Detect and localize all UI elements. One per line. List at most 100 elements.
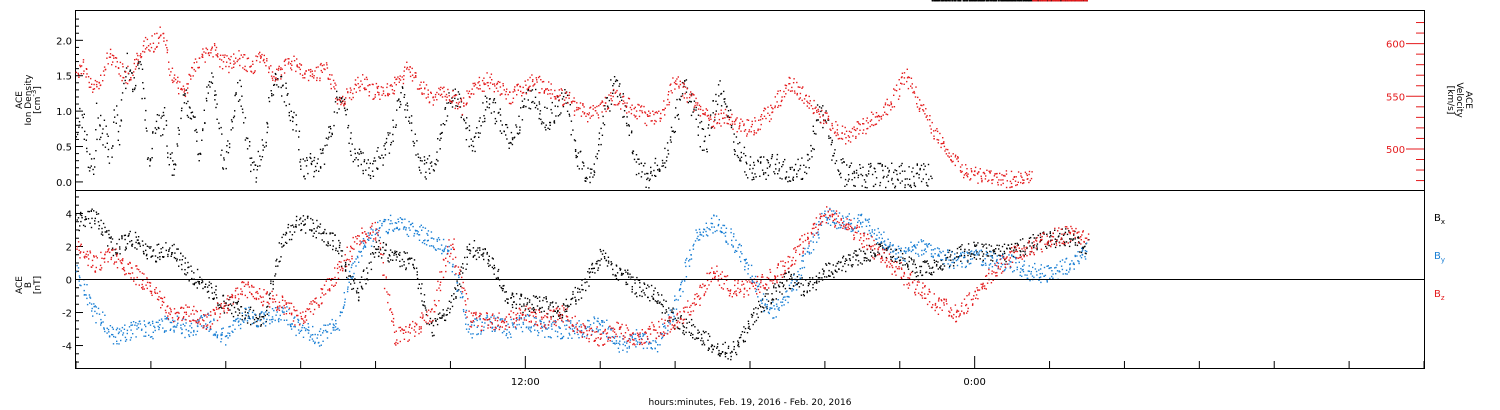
data-point (612, 89, 615, 92)
data-point (747, 320, 750, 322)
data-point (668, 307, 670, 309)
data-point (681, 93, 684, 95)
data-point (621, 99, 623, 101)
data-point (327, 78, 330, 80)
data-point (595, 155, 597, 158)
data-point (557, 309, 559, 312)
data-point (90, 77, 92, 80)
data-point (295, 226, 297, 228)
data-point (446, 309, 448, 312)
data-point (737, 341, 740, 344)
data-point (443, 86, 445, 88)
data-point (1066, 0, 1068, 2)
data-point (217, 304, 219, 307)
data-point (261, 316, 263, 318)
data-point (1005, 260, 1007, 263)
data-point (94, 305, 96, 307)
data-point (928, 178, 930, 181)
data-point (247, 312, 249, 314)
data-point (340, 250, 342, 252)
data-point (634, 106, 636, 109)
data-point (707, 333, 710, 335)
data-point (377, 246, 380, 248)
data-point (771, 111, 774, 113)
data-point (857, 260, 860, 262)
data-point (740, 156, 743, 158)
data-point (718, 352, 720, 354)
data-point (425, 97, 427, 99)
data-point (316, 337, 318, 339)
data-point (862, 118, 864, 120)
data-point (125, 338, 128, 341)
data-point (401, 222, 403, 224)
data-point (956, 247, 959, 250)
data-point (240, 306, 242, 308)
data-point (316, 219, 318, 222)
data-point (360, 152, 362, 155)
data-point (862, 123, 864, 125)
data-point (960, 260, 962, 262)
data-point (214, 49, 217, 51)
data-point (1019, 254, 1022, 256)
data-point (854, 185, 856, 187)
data-point (796, 176, 798, 178)
data-point (165, 120, 168, 122)
data-point (995, 0, 998, 2)
data-point (916, 106, 919, 108)
data-point (208, 297, 210, 299)
data-point (429, 162, 432, 164)
data-point (731, 351, 733, 353)
data-point (394, 250, 396, 252)
data-point (135, 241, 137, 244)
data-point (512, 295, 515, 298)
data-point (1054, 238, 1056, 240)
data-point (442, 309, 444, 311)
data-point (382, 92, 385, 95)
data-point (279, 260, 281, 262)
data-point (505, 90, 507, 93)
data-point (374, 94, 376, 96)
data-point (899, 182, 902, 184)
data-point (88, 294, 91, 296)
data-point (853, 176, 856, 179)
data-point (372, 83, 374, 86)
data-point (374, 96, 376, 98)
data-point (1026, 0, 1028, 2)
data-point (801, 87, 803, 89)
data-point (382, 242, 385, 244)
data-point (140, 53, 142, 55)
data-point (235, 302, 237, 304)
data-point (505, 124, 508, 126)
data-point (181, 268, 183, 271)
data-point (647, 172, 649, 175)
data-point (213, 319, 215, 322)
data-point (129, 240, 131, 243)
data-point (818, 113, 821, 115)
data-point (1064, 231, 1067, 234)
data-point (148, 246, 150, 248)
data-point (503, 130, 505, 132)
data-point (920, 265, 923, 268)
data-point (890, 103, 892, 106)
data-point (598, 138, 600, 140)
data-point (173, 163, 175, 166)
data-point (863, 257, 865, 259)
data-point (724, 355, 727, 358)
data-point (691, 324, 693, 327)
data-point (409, 122, 411, 124)
data-point (806, 100, 808, 102)
data-point (347, 91, 349, 93)
data-point (788, 83, 790, 85)
data-point (219, 304, 221, 306)
data-point (83, 289, 85, 292)
data-point (982, 246, 984, 248)
data-point (555, 98, 557, 100)
data-point (713, 120, 715, 123)
data-point (364, 78, 366, 80)
data-point (116, 327, 119, 329)
data-point (86, 147, 88, 150)
data-point (155, 260, 157, 262)
data-point (738, 126, 741, 128)
data-point (506, 126, 509, 129)
data-point (80, 65, 83, 67)
